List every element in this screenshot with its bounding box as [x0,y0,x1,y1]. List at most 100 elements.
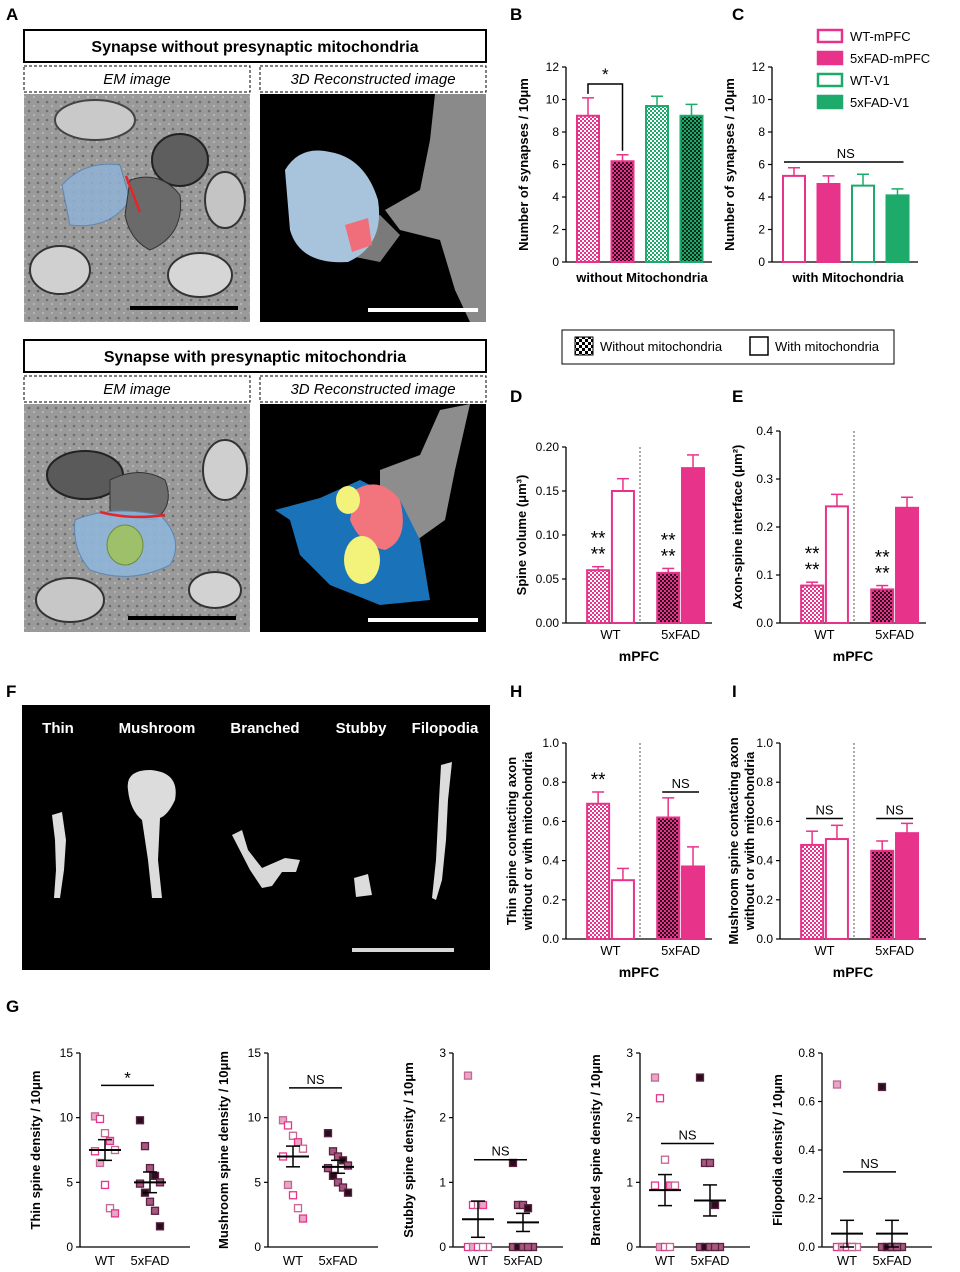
G1-point [105,1204,115,1213]
I-ytick-label: 0.6 [756,814,773,828]
legend-swatch-5xFAD-mPFC [816,50,844,66]
G4-point [660,1155,670,1164]
G3-ytick-label: 2 [439,1111,446,1125]
G1-ytick-label: 0 [66,1240,73,1254]
em-label-1: EM image [103,71,171,88]
panel-label-F: F [6,682,16,701]
D-group-label-WT: WT [600,627,620,642]
H-bar-WT-without [586,802,611,941]
H-ytick-label: 0.4 [542,854,559,868]
G5-group-label-WT: WT [837,1253,857,1268]
H-bar-5xFAD-with [681,865,706,940]
C-xlabel: with Mitochondria [791,270,904,285]
G1-point [100,1180,110,1190]
C-ytick-label: 12 [752,60,766,74]
title-box-with [23,339,487,373]
I-ytick-label: 0.8 [756,775,773,789]
C-bar-WT-mPFC [782,174,806,263]
I-ytick-label: 0.0 [756,932,773,946]
em-image-without [24,94,250,322]
chart-G1: 0 5 10 15 WT 5xFAD * Thin spine density / 10μm [28,1046,190,1268]
G2-point [278,1116,288,1125]
I-xlabel: mPFC [833,964,873,980]
E-bar-WT-with [824,505,849,624]
pattern-swatch-with [749,336,769,356]
I-ytick-label: 1.0 [756,736,773,750]
G1-ytick-label: 5 [66,1175,73,1189]
G2-point [293,1204,303,1213]
pattern-swatch-without [574,336,594,356]
em-label-2: EM image [103,381,171,398]
G1-ytick-label: 10 [60,1111,74,1125]
H-ns-label: NS [672,776,690,791]
D-ytick-label: 0.15 [536,484,560,498]
G1-point [110,1209,120,1218]
spine-type-stubby: Stubby [336,720,387,737]
D-ytick-label: 0.10 [536,528,560,542]
C-ns-label: NS [837,146,855,161]
G2-group-label-WT: WT [283,1253,303,1268]
G4-sig-label: NS [678,1128,696,1143]
C-ytick-label: 2 [758,223,765,237]
I-group-label-WT: WT [814,943,834,958]
G4-group-label-5xFAD: 5xFAD [690,1253,729,1268]
D-ylabel: Spine volume (μm³) [514,475,529,596]
G2-point [283,1180,293,1190]
B-sig-bracket [587,83,624,151]
chart-B: 0 2 4 6 8 10 12 without Mitochondria Number of s… [516,60,712,285]
G4-point [705,1158,715,1168]
recon-label-2: 3D Reconstructed image [290,381,455,398]
E-sig-top: ** [805,544,820,565]
C-ytick-label: 6 [758,158,765,172]
H-sig-WT: ** [591,770,606,791]
title-with-mito: Synapse with presynaptic mitochondria [104,349,406,366]
G4-ytick-label: 2 [626,1111,633,1125]
G2-ytick-label: 0 [254,1240,261,1254]
G3-point [478,1200,488,1210]
G5-ytick-label: 0.6 [798,1095,815,1109]
H-group-label-5xFAD: 5xFAD [661,943,700,958]
B-ytick-label: 12 [546,60,560,74]
G1-point [135,1179,145,1188]
H-ytick-label: 0.6 [542,814,559,828]
G3-point [523,1242,533,1252]
G2-point [283,1121,293,1130]
title-box-without [23,29,487,63]
G4-point [650,1181,660,1190]
G5-ylabel: Filopodia density / 10μm [770,1074,785,1226]
E-sig-bottom: ** [875,564,890,585]
recon-image-without [260,94,486,322]
panel-label-I: I [732,682,737,701]
G3-ytick-label: 1 [439,1175,446,1189]
G2-point [288,1191,298,1200]
G2-ytick-label: 15 [248,1046,262,1060]
recon-image-with [260,404,486,632]
D-sig-top: ** [591,529,606,550]
C-ytick-label: 10 [752,93,766,107]
G5-sig-label: NS [860,1156,878,1171]
G4-ytick-label: 3 [626,1046,633,1060]
G5-ytick-label: 0.4 [798,1143,815,1157]
chart-C: 0 2 4 6 8 10 12 with Mitochondria Number of syna… [722,60,918,285]
D-ytick-label: 0.20 [536,440,560,454]
B-xlabel: without Mitochondria [575,270,708,285]
D-group-label-5xFAD: 5xFAD [661,627,700,642]
G4-point [710,1200,720,1210]
G1-point [100,1129,110,1138]
D-ytick-label: 0.05 [536,572,560,586]
H-ylabel-line2: without or with mitochondria [520,751,535,931]
G1-point [105,1136,115,1146]
C-ytick-label: 8 [758,125,765,139]
legend-label-WT-mPFC: WT-mPFC [850,29,911,44]
E-ytick-label: 0.0 [756,616,773,630]
H-bar-WT-with [610,879,635,941]
E-group-label-5xFAD: 5xFAD [875,627,914,642]
panel-label-G: G [6,997,19,1016]
I-ylabel-line1: Mushroom spine contacting axon [726,737,741,944]
I-bar-WT-with [824,838,849,940]
B-bar-5xFAD-mPFC [610,160,635,263]
G1-point [135,1116,145,1125]
G2-point [298,1144,308,1153]
G2-point [323,1129,333,1138]
G3-ylabel: Stubby spine density / 10μm [401,1062,416,1238]
